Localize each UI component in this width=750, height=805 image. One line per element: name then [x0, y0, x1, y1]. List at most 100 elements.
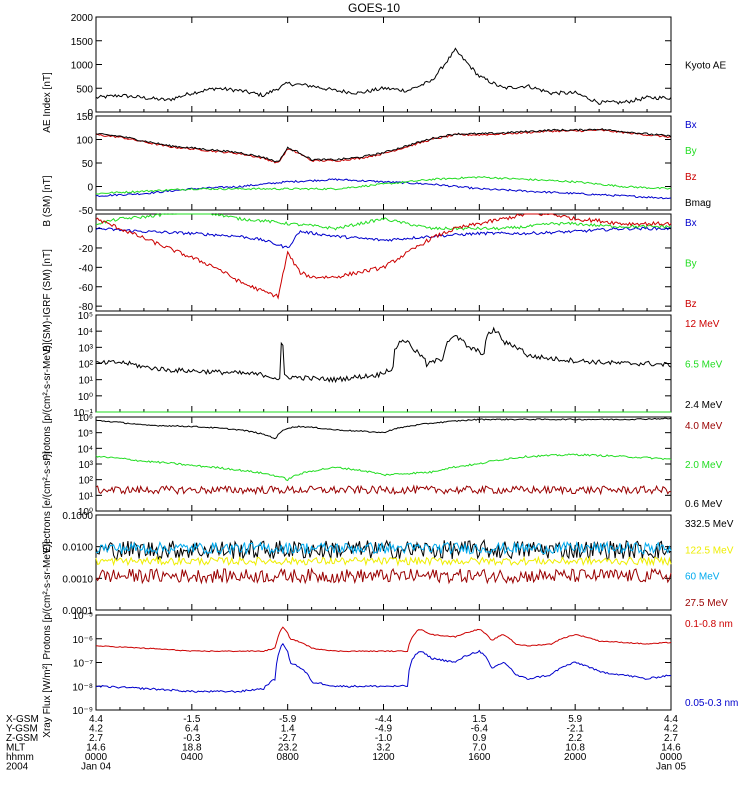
ephemeris-value: 0000 [660, 752, 683, 763]
ephemeris-value: 3.2 [377, 743, 391, 754]
series-line [95, 128, 672, 164]
y-tick-label: 0 [87, 225, 93, 236]
legend-entry: 4.0 MeV [685, 421, 723, 432]
ephemeris-value: 5.9 [568, 714, 582, 725]
y-tick-label: 10⁴ [78, 327, 93, 338]
legend-entry: 6.5 MeV [685, 360, 723, 371]
y-tick-label: 10⁰ [78, 507, 93, 518]
y-tick-label: 0 [87, 108, 93, 119]
ephemeris-value: -1.0 [375, 733, 393, 744]
panel-frame [95, 614, 672, 711]
y-axis-label: Protons [p/(cm²-s-sr-MeV)] [42, 342, 53, 461]
legend-entry: Bx [685, 120, 697, 131]
y-tick-label: 10⁻⁷ [73, 659, 93, 670]
ephemeris-row-label: Z-GSM [6, 733, 38, 744]
ephemeris-value: -6.4 [471, 724, 489, 735]
ephemeris-value: 1200 [372, 752, 395, 763]
y-tick-label: 0.1000 [62, 511, 93, 522]
ephemeris-value: -4.4 [375, 714, 393, 725]
legend-entry: 27.5 MeV [685, 598, 728, 609]
legend-entry: Bx [685, 218, 697, 229]
ephemeris-value: 0.9 [472, 733, 486, 744]
ephemeris-row-label: MLT [6, 743, 25, 754]
y-tick-label: 10¹ [79, 376, 94, 387]
y-tick-label: 1500 [71, 37, 94, 48]
y-tick-label: 10⁻⁸ [72, 682, 93, 693]
legend-entry: By [685, 259, 697, 270]
ephemeris-value: 4.4 [664, 714, 678, 725]
ephemeris-value: 1600 [468, 752, 491, 763]
y-tick-label: 10⁻⁶ [72, 635, 93, 646]
y-tick-label: 10⁻¹ [73, 408, 93, 419]
y-tick-label: 10² [79, 476, 94, 487]
y-tick-label: 10⁴ [78, 444, 93, 455]
y-tick-label: 0 [87, 183, 93, 194]
y-tick-label: 0.0100 [62, 543, 93, 554]
ephemeris-value: 1.4 [281, 724, 295, 735]
y-tick-label: 100 [76, 136, 93, 147]
y-tick-label: 2000 [71, 13, 94, 24]
y-tick-label: 10³ [79, 343, 94, 354]
y-tick-label: 150 [76, 112, 93, 123]
y-tick-label: 50 [82, 159, 94, 170]
ephemeris-value: -1.5 [183, 714, 201, 725]
y-tick-label: 1000 [71, 61, 94, 72]
y-axis-label: B (SM) [nT] [42, 175, 53, 226]
series-line [95, 642, 672, 693]
series-line [95, 453, 672, 482]
legend-entry: 2.0 MeV [685, 460, 723, 471]
ephemeris-value: -4.9 [375, 724, 393, 735]
series-line [95, 540, 672, 556]
ephemeris-value: -2.7 [279, 733, 297, 744]
y-tick-label: 10⁻⁹ [72, 706, 93, 717]
plot-title: GOES-10 [348, 1, 400, 15]
series-line [95, 555, 672, 567]
y-tick-label: 10³ [79, 460, 94, 471]
legend-entry: 332.5 MeV [685, 519, 734, 530]
legend-entry: Kyoto AE [685, 61, 726, 72]
y-tick-label: 0.0001 [62, 606, 93, 617]
ephemeris-value: 0800 [277, 752, 300, 763]
legend-entry: 60 MeV [685, 572, 720, 583]
ephemeris-row-label: 2004 [6, 762, 29, 773]
ephemeris-value: Jan 05 [656, 762, 686, 773]
y-axis-label: AE Index [nT] [42, 72, 53, 133]
ephemeris-value: 0000 [85, 752, 108, 763]
ephemeris-value: 18.8 [182, 743, 202, 754]
panel-frame [95, 16, 672, 113]
y-tick-label: 500 [76, 84, 93, 95]
y-tick-label: -50 [79, 206, 94, 217]
ephemeris-value: 2000 [564, 752, 587, 763]
y-tick-label: -60 [79, 283, 94, 294]
series-line [95, 484, 672, 496]
series-line [95, 626, 672, 653]
ephemeris-value: 0400 [181, 752, 204, 763]
legend-entry: 0.6 MeV [685, 499, 723, 510]
ephemeris-value: 10.8 [565, 743, 585, 754]
y-tick-label: 10⁶ [78, 413, 93, 424]
series-line [95, 226, 672, 249]
legend-entry: Bmag [685, 198, 711, 209]
ephemeris-value: 14.6 [661, 743, 681, 754]
legend-entry: 2.4 MeV [685, 400, 723, 411]
ephemeris-value: 2.2 [568, 733, 582, 744]
series-line [95, 417, 672, 440]
legend-entry: Bz [685, 299, 697, 310]
ephemeris-value: 14.6 [86, 743, 106, 754]
panel-frame [95, 416, 672, 512]
ephemeris-value: -0.3 [183, 733, 201, 744]
y-tick-label: 10¹ [79, 491, 94, 502]
ephemeris-value: 6.4 [185, 724, 199, 735]
series-line [95, 128, 672, 163]
series-line [95, 539, 672, 561]
ephemeris-value: 1.5 [472, 714, 486, 725]
series-line [95, 326, 672, 384]
y-tick-label: 10⁰ [78, 392, 93, 403]
y-axis-label: Xray Flux [W/m²] [42, 663, 53, 738]
series-line [95, 178, 672, 200]
ephemeris-value: -2.1 [567, 724, 585, 735]
legend-entry: 0.05-0.3 nm [685, 698, 738, 709]
panel-frame [95, 314, 672, 413]
series-line [95, 567, 672, 585]
